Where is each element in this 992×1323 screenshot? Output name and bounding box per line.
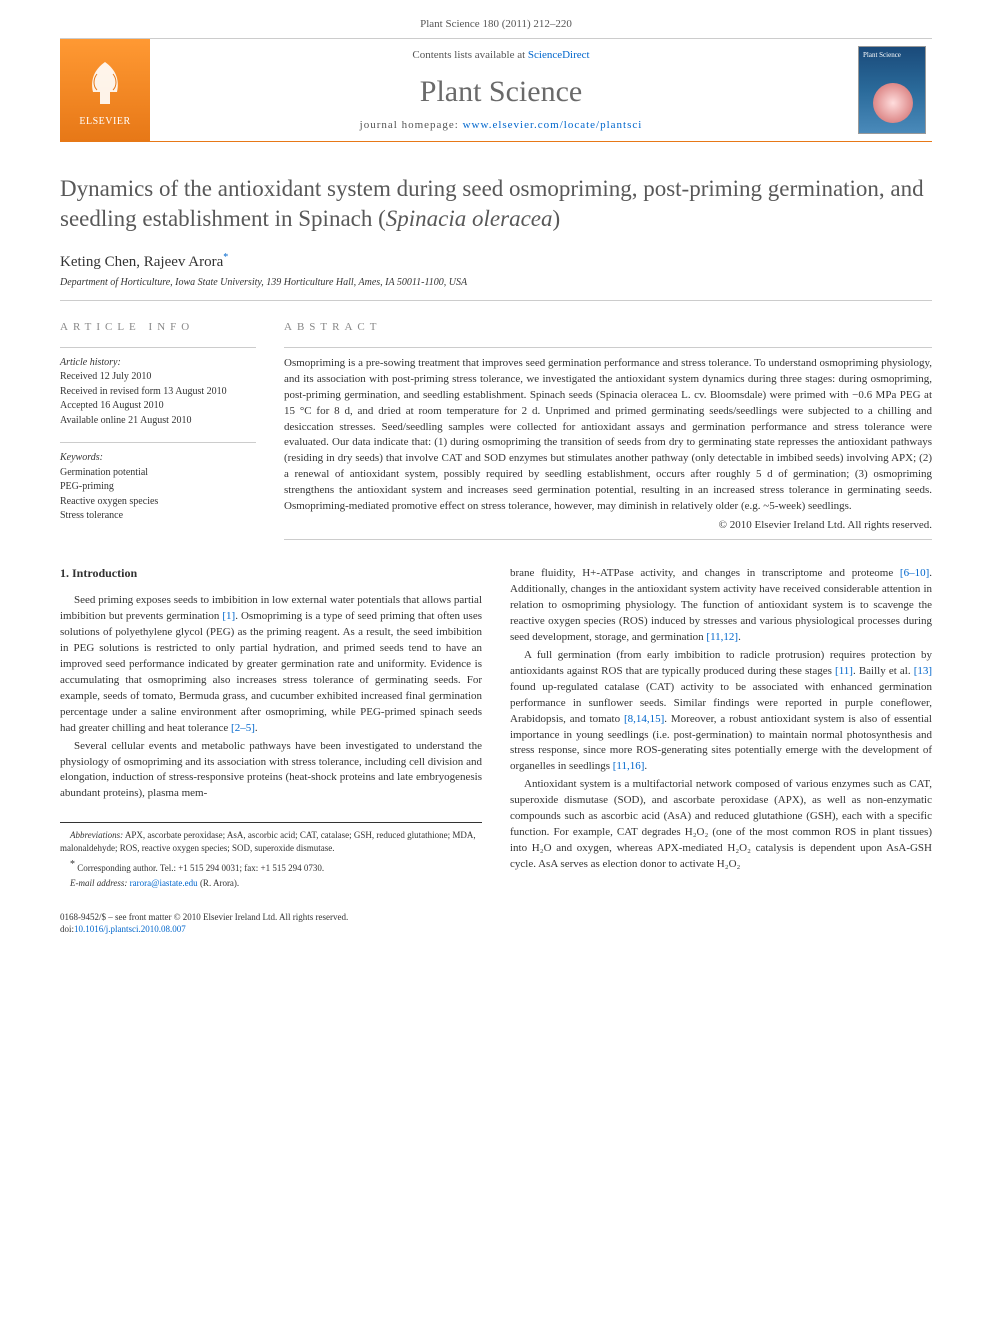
intro-heading: 1. Introduction bbox=[60, 566, 482, 581]
homepage-link[interactable]: www.elsevier.com/locate/plantsci bbox=[463, 119, 643, 131]
keywords-heading: Keywords: bbox=[60, 451, 256, 466]
abstract-label: ABSTRACT bbox=[284, 321, 932, 333]
elsevier-tree-icon bbox=[75, 54, 135, 114]
history-heading: Article history: bbox=[60, 356, 256, 371]
citation-header: Plant Science 180 (2011) 212–220 bbox=[0, 0, 992, 38]
contents-available: Contents lists available at ScienceDirec… bbox=[150, 49, 852, 61]
email-link[interactable]: rarora@iastate.edu bbox=[127, 878, 197, 888]
history-line: Received 12 July 2010 bbox=[60, 370, 256, 385]
email-line: E-mail address: rarora@iastate.edu (R. A… bbox=[60, 877, 482, 890]
citation-link[interactable]: [6–10] bbox=[900, 567, 929, 579]
keyword: PEG-priming bbox=[60, 480, 256, 495]
keywords-block: Keywords: Germination potential PEG-prim… bbox=[60, 451, 256, 524]
body-columns: 1. Introduction Seed priming exposes see… bbox=[60, 566, 932, 893]
journal-homepage: journal homepage: www.elsevier.com/locat… bbox=[150, 119, 852, 131]
publisher-name: ELSEVIER bbox=[79, 116, 130, 127]
divider bbox=[60, 347, 256, 348]
article-history: Article history: Received 12 July 2010 R… bbox=[60, 356, 256, 429]
citation-link[interactable]: [8,14,15] bbox=[624, 713, 664, 725]
body-paragraph: Antioxidant system is a multifactorial n… bbox=[510, 777, 932, 873]
citation-text: Plant Science 180 (2011) 212–220 bbox=[420, 18, 572, 30]
front-matter-line: 0168-9452/$ – see front matter © 2010 El… bbox=[60, 911, 932, 924]
divider bbox=[284, 539, 932, 540]
body-paragraph: Seed priming exposes seeds to imbibition… bbox=[60, 593, 482, 736]
article-info-column: ARTICLE INFO Article history: Received 1… bbox=[60, 321, 256, 540]
history-line: Available online 21 August 2010 bbox=[60, 414, 256, 429]
history-line: Received in revised form 13 August 2010 bbox=[60, 385, 256, 400]
divider bbox=[60, 442, 256, 443]
citation-link[interactable]: [11,16] bbox=[613, 760, 645, 772]
keyword: Stress tolerance bbox=[60, 509, 256, 524]
footnotes: Abbreviations: APX, ascorbate peroxidase… bbox=[60, 822, 482, 889]
body-paragraph: Several cellular events and metabolic pa… bbox=[60, 739, 482, 803]
cover-thumb-art bbox=[873, 83, 913, 123]
body-column-right: brane fluidity, H+-ATPase activity, and … bbox=[510, 566, 932, 893]
doi-line: doi:10.1016/j.plantsci.2010.08.007 bbox=[60, 923, 932, 936]
citation-link[interactable]: [1] bbox=[222, 610, 235, 622]
cover-thumb-title: Plant Science bbox=[863, 51, 901, 59]
keyword: Reactive oxygen species bbox=[60, 495, 256, 510]
citation-link[interactable]: [11,12] bbox=[706, 631, 738, 643]
article-info-label: ARTICLE INFO bbox=[60, 321, 256, 333]
divider bbox=[284, 347, 932, 348]
authors: Keting Chen, Rajeev Arora* bbox=[60, 252, 932, 271]
citation-link[interactable]: [11] bbox=[835, 665, 853, 677]
abstract-column: ABSTRACT Osmopriming is a pre-sowing tre… bbox=[284, 321, 932, 540]
article-title: Dynamics of the antioxidant system durin… bbox=[60, 174, 932, 234]
journal-title: Plant Science bbox=[150, 75, 852, 109]
affiliation: Department of Horticulture, Iowa State U… bbox=[60, 277, 932, 288]
history-line: Accepted 16 August 2010 bbox=[60, 399, 256, 414]
masthead-center: Contents lists available at ScienceDirec… bbox=[150, 39, 852, 141]
sciencedirect-link[interactable]: ScienceDirect bbox=[528, 49, 590, 61]
abbreviations: Abbreviations: APX, ascorbate peroxidase… bbox=[60, 829, 482, 854]
footer: 0168-9452/$ – see front matter © 2010 El… bbox=[60, 911, 932, 936]
citation-link[interactable]: [2–5] bbox=[231, 722, 255, 734]
doi-link[interactable]: 10.1016/j.plantsci.2010.08.007 bbox=[74, 924, 186, 934]
cover-thumbnail-box: Plant Science bbox=[852, 39, 932, 141]
masthead: ELSEVIER Contents lists available at Sci… bbox=[60, 38, 932, 142]
corresponding-marker[interactable]: * bbox=[223, 252, 228, 263]
citation-link[interactable]: [13] bbox=[914, 665, 932, 677]
cover-thumbnail[interactable]: Plant Science bbox=[858, 46, 926, 134]
info-abstract-row: ARTICLE INFO Article history: Received 1… bbox=[60, 301, 932, 540]
body-paragraph: brane fluidity, H+-ATPase activity, and … bbox=[510, 566, 932, 646]
body-paragraph: A full germination (from early imbibitio… bbox=[510, 648, 932, 776]
corresponding-author: * Corresponding author. Tel.: +1 515 294… bbox=[60, 858, 482, 875]
publisher-logo[interactable]: ELSEVIER bbox=[60, 39, 150, 141]
keyword: Germination potential bbox=[60, 466, 256, 481]
abstract-text: Osmopriming is a pre-sowing treatment th… bbox=[284, 356, 932, 515]
body-column-left: 1. Introduction Seed priming exposes see… bbox=[60, 566, 482, 893]
copyright: © 2010 Elsevier Ireland Ltd. All rights … bbox=[284, 519, 932, 531]
